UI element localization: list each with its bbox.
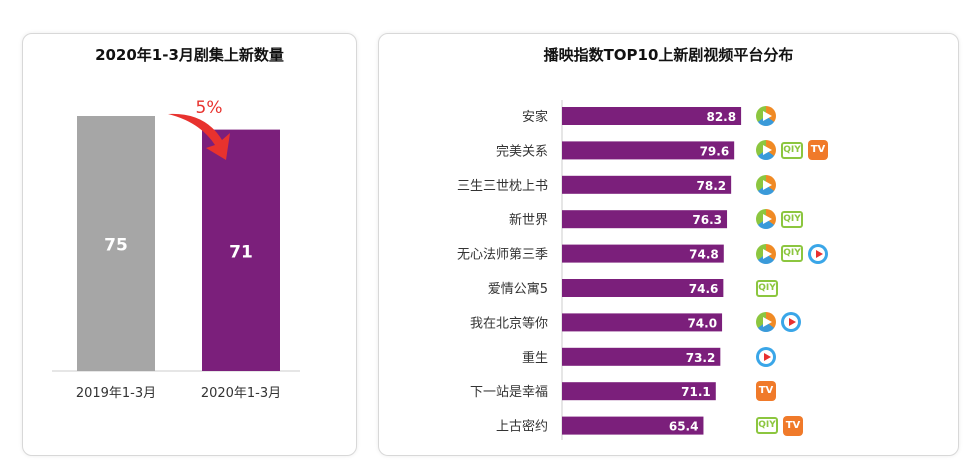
bar-value-label: 79.6 <box>700 144 730 158</box>
x-tick-label: 2019年1-3月 <box>76 386 156 401</box>
platform-icons <box>756 311 801 333</box>
platform-icons <box>756 346 776 368</box>
iqiyi-icon: QIY <box>781 245 803 263</box>
bar-value-label: 73.2 <box>686 351 716 365</box>
bar <box>562 279 724 297</box>
bar-value-label: 74.6 <box>689 282 719 296</box>
bar <box>562 175 732 194</box>
tencent-icon <box>756 209 776 230</box>
bar <box>562 347 721 366</box>
bar <box>562 382 716 401</box>
mgtv-icon: TV <box>808 140 828 161</box>
y-tick-label: 三生三世枕上书 <box>457 179 548 194</box>
y-tick-label: 爱情公寓5 <box>488 281 548 297</box>
bar-value-label: 65.4 <box>669 420 699 434</box>
platform-icons: QIY TV <box>756 139 828 161</box>
iqiyi-icon: QIY <box>781 210 803 228</box>
youku-icon <box>808 243 828 264</box>
tencent-icon <box>756 106 776 126</box>
bar-value-label: 71.1 <box>681 385 711 399</box>
y-tick-label: 无心法师第三季 <box>457 248 548 263</box>
platform-icons <box>756 105 776 127</box>
y-tick-label: 新世界 <box>509 212 548 228</box>
change-annotation: 5% <box>196 98 223 118</box>
bar-value-label: 76.3 <box>692 213 722 227</box>
bar-value-label: 78.2 <box>697 179 727 193</box>
bar <box>562 244 724 263</box>
iqiyi-icon: QIY <box>781 141 803 159</box>
bar <box>202 129 280 371</box>
tencent-icon <box>756 174 776 195</box>
platform-icons: QIY <box>756 243 828 265</box>
bar-value-label: 75 <box>104 236 128 256</box>
y-tick-label: 下一站是幸福 <box>470 385 548 400</box>
bar-value-label: 74.0 <box>687 316 717 330</box>
iqiyi-icon: QIY <box>756 417 778 435</box>
y-tick-label: 完美关系 <box>496 144 548 159</box>
tencent-icon <box>756 140 776 161</box>
bar <box>562 416 704 435</box>
y-tick-label: 上古密约 <box>496 419 548 435</box>
youku-icon <box>781 312 801 333</box>
right-chart-title: 播映指数TOP10上新剧视频平台分布 <box>543 46 794 64</box>
decrease-arrow-icon <box>168 113 230 160</box>
platform-icons <box>756 174 776 196</box>
bar-value-label: 82.8 <box>706 110 736 124</box>
x-tick-label: 2020年1-3月 <box>201 386 281 401</box>
bar <box>562 210 728 229</box>
bar-value-label: 74.8 <box>689 248 719 262</box>
bar <box>562 107 742 125</box>
mgtv-icon: TV <box>756 381 776 402</box>
bar <box>562 141 735 160</box>
platform-icons: QIY <box>756 277 778 299</box>
platform-icons: QIY TV <box>756 415 803 437</box>
bar <box>562 313 723 332</box>
bar-value-label: 71 <box>229 242 253 262</box>
iqiyi-icon: QIY <box>756 279 778 297</box>
y-tick-label: 安家 <box>522 109 548 125</box>
mgtv-icon: TV <box>783 415 803 436</box>
platform-icons: QIY <box>756 208 803 230</box>
bar <box>77 116 155 371</box>
tencent-icon <box>756 312 776 333</box>
left-chart-title: 2020年1-3月剧集上新数量 <box>95 46 284 64</box>
tencent-icon <box>756 243 776 264</box>
platform-icons: TV <box>756 380 776 402</box>
y-tick-label: 重生 <box>522 350 548 366</box>
y-tick-label: 我在北京等你 <box>470 315 548 331</box>
youku-icon <box>756 346 776 367</box>
